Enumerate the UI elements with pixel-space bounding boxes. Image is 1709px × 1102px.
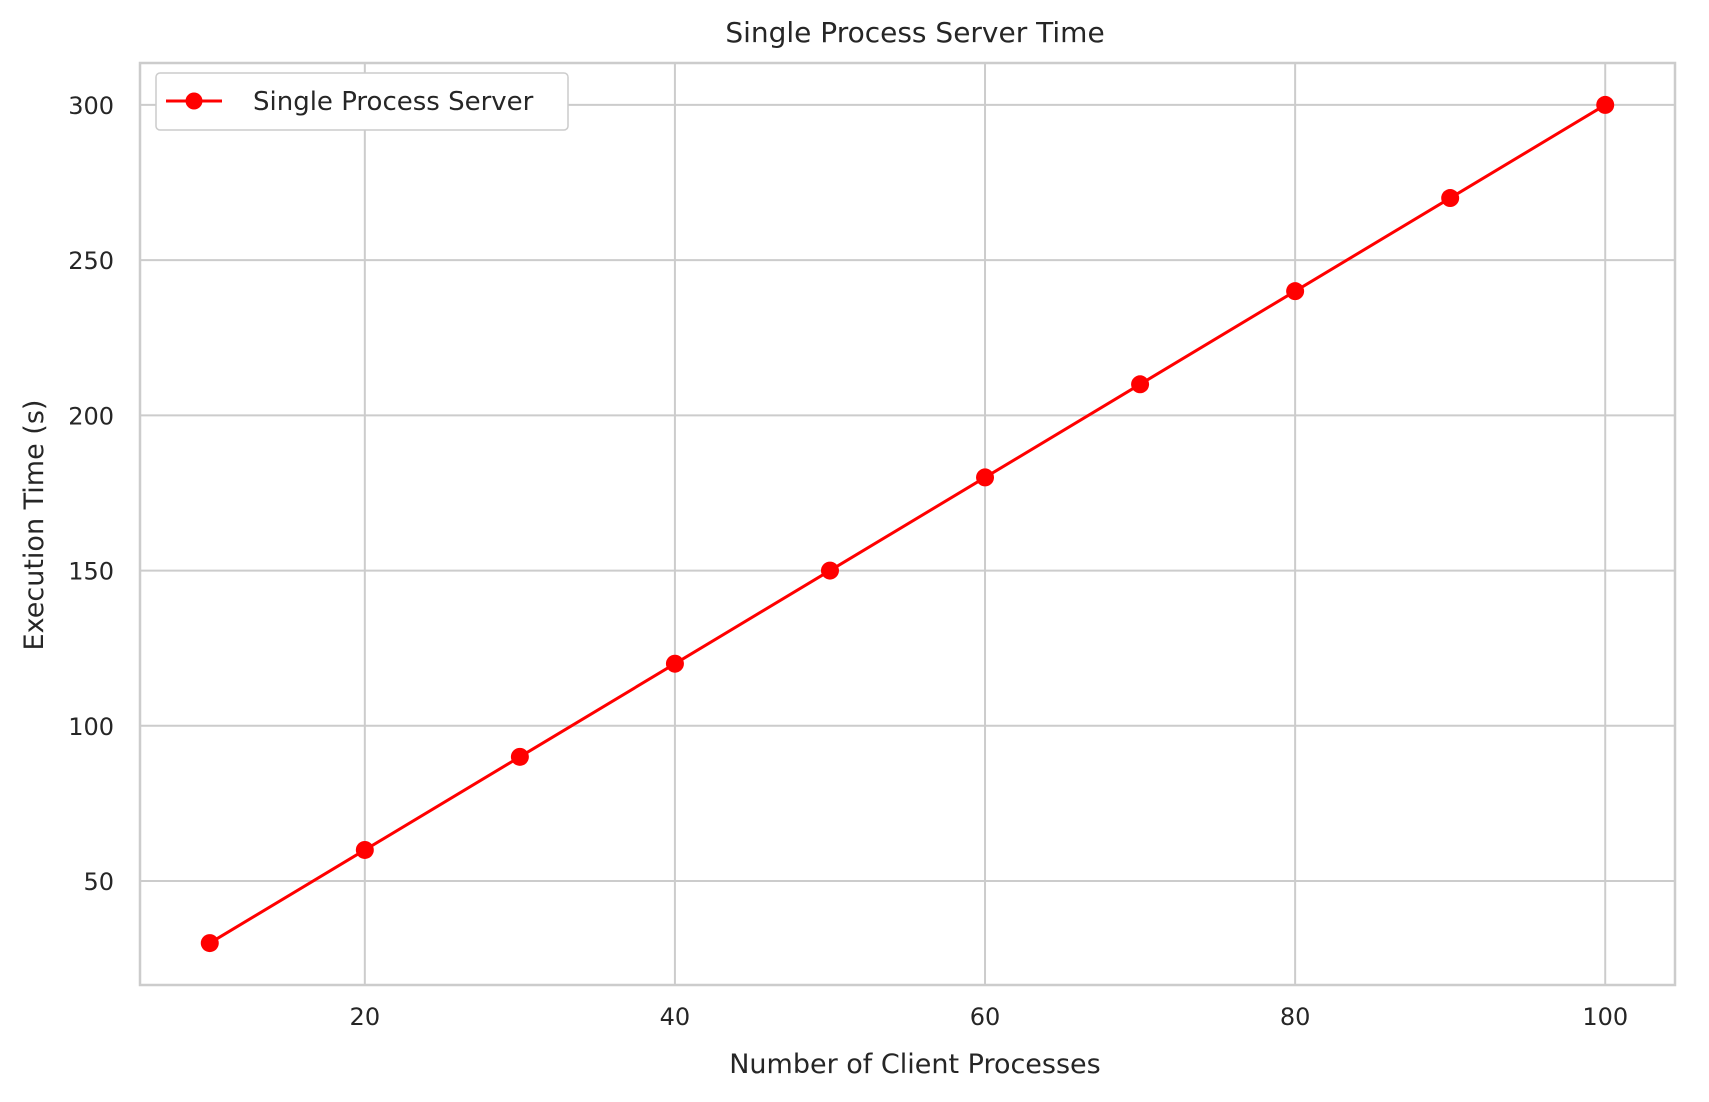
x-tick-label: 40 (660, 1003, 691, 1031)
y-tick-label: 100 (68, 713, 114, 741)
legend-frame (155, 72, 569, 131)
data-point (820, 561, 839, 580)
y-axis-label: Execution Time (s) (19, 400, 50, 651)
x-axis-label: Number of Client Processes (729, 1049, 1101, 1080)
y-tick-label: 50 (83, 868, 114, 896)
y-tick-label: 300 (68, 92, 114, 120)
legend: Single Process Server (155, 72, 569, 131)
x-tick-label: 80 (1280, 1003, 1311, 1031)
data-point (976, 468, 995, 487)
data-series (200, 95, 1615, 953)
data-point (200, 934, 219, 953)
x-tick-labels: 20 40 60 80 100 (350, 1003, 1629, 1031)
legend-marker-swatch (185, 92, 203, 110)
legend-label: Single Process Server (253, 87, 534, 117)
data-point (1441, 189, 1460, 208)
x-tick-label: 20 (350, 1003, 381, 1031)
y-tick-label: 150 (68, 558, 114, 586)
x-tick-label: 60 (970, 1003, 1001, 1031)
y-tick-labels: 50 100 150 200 250 300 (68, 92, 114, 896)
data-point (355, 840, 374, 859)
series-line (209, 103, 1606, 945)
data-point (1131, 375, 1150, 394)
y-tick-label: 200 (68, 402, 114, 430)
data-point (1596, 95, 1615, 114)
y-tick-label: 250 (68, 247, 114, 275)
plot-frame (138, 61, 1677, 987)
data-point (510, 747, 529, 766)
data-point (1286, 282, 1305, 301)
x-tick-label: 100 (1582, 1003, 1628, 1031)
data-point (665, 654, 684, 673)
chart-title: Single Process Server Time (725, 16, 1104, 49)
